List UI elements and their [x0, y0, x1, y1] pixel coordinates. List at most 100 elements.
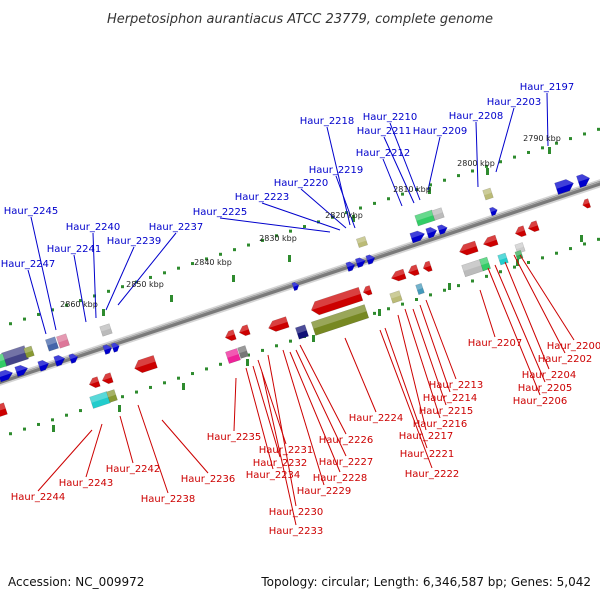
reverse-gene-label: Haur_2234 — [246, 470, 301, 481]
forward-gene-label: Haur_2219 — [309, 165, 364, 176]
reverse-gene-arrow — [459, 240, 479, 256]
reverse-gene-label: Haur_2231 — [259, 445, 314, 456]
forward-leader-line — [27, 269, 47, 335]
forward-leader-line — [219, 217, 331, 233]
major-tick — [548, 147, 551, 154]
forward-position-dot — [149, 275, 152, 279]
map-title: Herpetosiphon aurantiacus ATCC 23779, co… — [107, 12, 493, 27]
reverse-gene-label: Haur_2216 — [413, 419, 468, 430]
kbp-label: 2790 kbp — [523, 134, 561, 143]
forward-leader-line — [73, 254, 87, 323]
forward-leader-line — [495, 107, 515, 173]
neutral-gene-box — [310, 304, 370, 336]
forward-gene-label: Haur_2223 — [235, 192, 290, 203]
reverse-gene-arrow — [0, 402, 8, 418]
major-tick — [312, 335, 315, 342]
major-tick — [52, 425, 55, 432]
forward-position-dot — [443, 178, 446, 182]
neutral-gene-box — [237, 345, 249, 359]
reverse-position-dot — [51, 418, 54, 422]
reverse-position-dot — [149, 385, 152, 389]
kbp-scale-labels: 2790 kbp 2800 kbp 2810 kbp 2820 kbp 2830 kbp… — [60, 134, 561, 309]
forward-gene-label: Haur_2225 — [193, 207, 248, 218]
reverse-gene-arrow — [582, 198, 592, 209]
reverse-leader-line — [487, 267, 541, 396]
reverse-leader-line — [289, 351, 341, 473]
major-tick — [352, 215, 355, 222]
forward-gene-label: Haur_2241 — [47, 244, 102, 255]
forward-gene-arrow — [68, 353, 79, 364]
reverse-gene-arrow — [514, 225, 527, 238]
forward-gene-arrow — [0, 369, 14, 383]
forward-position-dot — [107, 289, 110, 293]
forward-gene-arrow — [365, 254, 376, 265]
reverse-leader-line — [425, 299, 457, 380]
forward-gene-arrow — [14, 364, 29, 377]
major-tick — [448, 283, 451, 290]
reverse-leader-line — [295, 349, 347, 457]
neutral-gene-box — [45, 336, 59, 352]
reverse-position-dot — [177, 376, 180, 380]
forward-position-dot — [597, 127, 600, 131]
reverse-leader-line — [299, 344, 347, 435]
reverse-gene-label: Haur_2207 — [468, 338, 523, 349]
forward-leader-line — [30, 216, 57, 331]
reverse-position-dot — [219, 362, 222, 366]
reverse-leader-line — [519, 254, 575, 341]
reverse-leader-line — [419, 304, 451, 393]
forward-position-dot — [569, 137, 572, 141]
reverse-gene-label: Haur_2236 — [181, 474, 236, 485]
neutral-gene-box — [355, 235, 369, 249]
forward-gene-arrow — [425, 226, 438, 239]
forward-position-dot — [541, 146, 544, 150]
reverse-gene-label: Haur_2224 — [349, 413, 404, 424]
forward-leader-line — [117, 232, 177, 306]
forward-position-dot — [373, 201, 376, 205]
reverse-leader-line — [37, 429, 93, 492]
reverse-gene-label: Haur_2204 — [522, 370, 577, 381]
reverse-leader-line — [119, 415, 134, 464]
reverse-leader-line — [404, 308, 441, 419]
forward-gene-label: Haur_2208 — [449, 111, 504, 122]
forward-leader-line — [546, 92, 549, 147]
forward-position-dot — [65, 303, 68, 307]
forward-position-dot — [191, 262, 194, 266]
reverse-position-dot — [205, 367, 208, 371]
reverse-leader-line — [282, 349, 325, 486]
reverse-position-dot — [247, 353, 250, 357]
forward-position-dot — [79, 299, 82, 303]
reverse-gene-arrow — [101, 372, 114, 385]
reverse-gene-label: Haur_2232 — [253, 458, 308, 469]
forward-gene-label: Haur_2210 — [363, 112, 418, 123]
reverse-leader-line — [252, 365, 281, 458]
reverse-gene-arrow — [88, 376, 101, 389]
reverse-gene-label: Haur_2215 — [419, 406, 474, 417]
neutral-gene-box — [23, 345, 35, 359]
reverse-position-dot — [65, 413, 68, 417]
neutral-gene-box — [431, 207, 445, 221]
major-tick — [182, 383, 185, 390]
reverse-position-dot — [429, 293, 432, 297]
neutral-gene-box — [89, 391, 111, 409]
forward-position-dot — [555, 141, 558, 145]
major-tick — [246, 359, 249, 366]
reverse-leader-line — [233, 377, 237, 432]
reverse-leader-line — [161, 419, 209, 474]
reverse-position-dot — [597, 237, 600, 241]
forward-leader-line — [92, 232, 97, 319]
reverse-leader-line — [397, 314, 427, 431]
forward-position-dot — [121, 285, 124, 289]
major-tick — [378, 309, 381, 316]
forward-position-dot — [387, 197, 390, 201]
forward-leader-line — [427, 136, 441, 191]
reverse-gene-arrow — [527, 220, 540, 233]
reverse-position-dot — [289, 339, 292, 343]
label-leader-lines — [27, 92, 575, 526]
reverse-position-dot — [415, 297, 418, 301]
forward-position-dot — [527, 150, 530, 154]
reverse-gene-arrow — [407, 264, 420, 277]
major-tick — [486, 168, 489, 175]
genome-backbone — [0, 179, 600, 386]
reverse-position-dot — [37, 422, 40, 426]
